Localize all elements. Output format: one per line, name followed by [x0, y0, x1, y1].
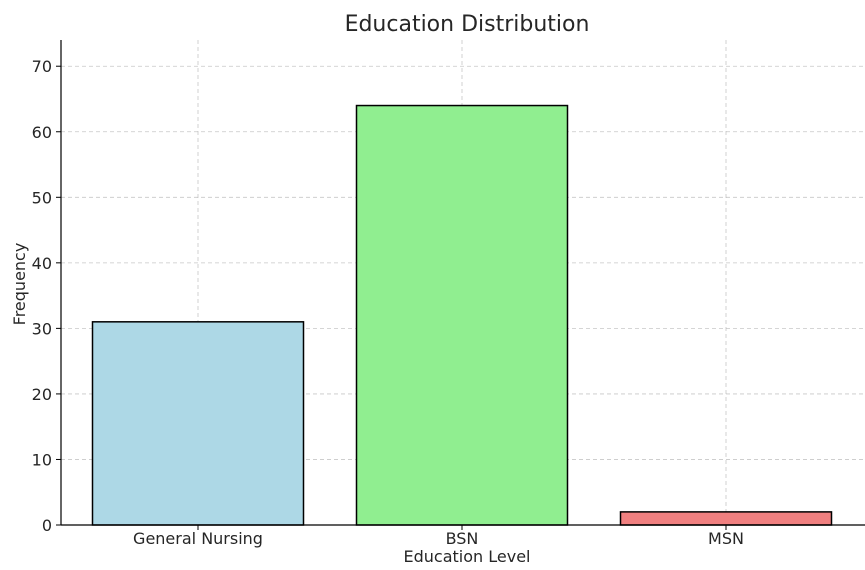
bar-msn — [619, 511, 833, 526]
x-tick-label: BSN — [446, 529, 479, 548]
y-axis-label: Frequency — [10, 243, 29, 326]
bar-bsn — [355, 104, 569, 526]
y-tick-label: 20 — [32, 385, 52, 404]
chart-title: Education Distribution — [345, 12, 590, 37]
y-tick-label: 0 — [42, 516, 52, 535]
y-tick-label: 30 — [32, 319, 52, 338]
y-tick-label: 60 — [32, 123, 52, 142]
axis-layer: 0 10 20 30 40 50 60 70 General Nursing BSN MSN — [32, 40, 865, 548]
y-tick-label: 70 — [32, 57, 52, 76]
y-tick-label: 40 — [32, 254, 52, 273]
y-tick-label: 10 — [32, 450, 52, 469]
bar-layer — [91, 104, 833, 526]
bar-general-nursing — [91, 321, 305, 526]
x-tick-label: MSN — [708, 529, 744, 548]
y-tick-label: 50 — [32, 188, 52, 207]
x-tick-label: General Nursing — [133, 529, 263, 548]
x-axis-label: Education Level — [404, 547, 531, 566]
